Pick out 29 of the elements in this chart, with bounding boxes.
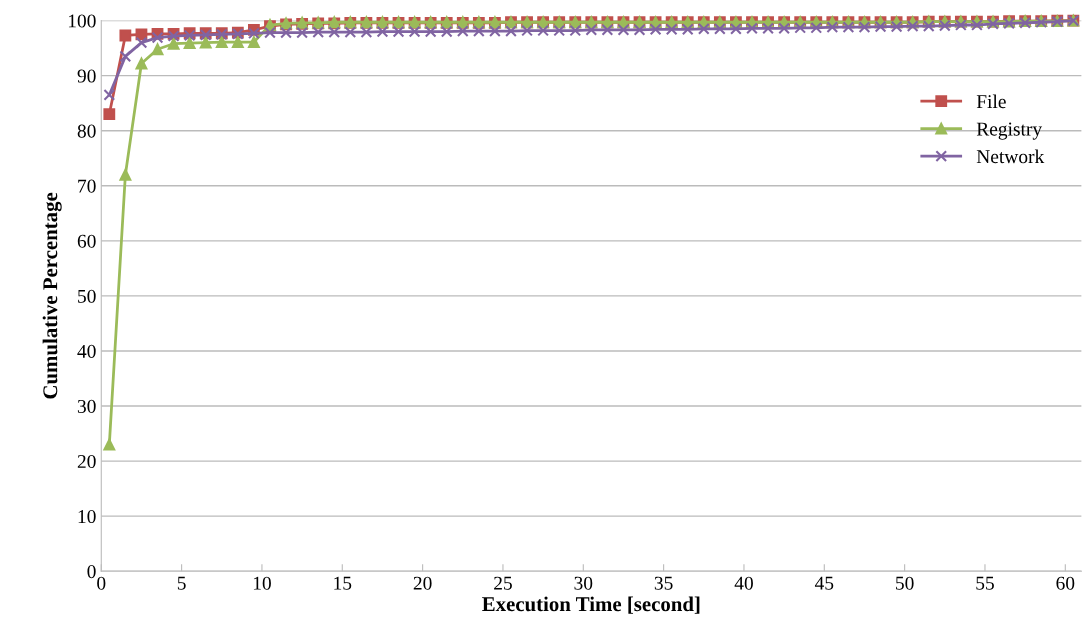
legend-label: File (976, 94, 1006, 109)
x-tick-label: 10 (253, 576, 271, 590)
legend-label: Network (976, 149, 1045, 164)
legend-label: Registry (976, 122, 1043, 140)
y-tick-label: 100 (68, 14, 96, 28)
x-tick-label: 0 (97, 576, 106, 590)
x-tick-label: 5 (177, 576, 186, 590)
x-tick-label: 55 (976, 576, 994, 590)
y-tick-label: 60 (77, 234, 96, 248)
y-tick-label: 20 (77, 454, 96, 469)
y-tick-label: 90 (77, 69, 96, 83)
x-tick-label: 20 (413, 576, 432, 590)
x-tick-label: 50 (896, 576, 914, 590)
y-tick-label: 50 (78, 289, 96, 303)
y-tick-label: 70 (78, 179, 96, 193)
y-tick-label: 0 (87, 565, 96, 579)
y-tick-label: 10 (78, 509, 96, 524)
x-axis-title: Execution Time [second] (482, 596, 700, 614)
x-tick-label: 35 (654, 576, 673, 590)
x-tick-label: 60 (1056, 576, 1075, 590)
y-tick-label: 40 (77, 344, 96, 358)
x-tick-label: 25 (494, 576, 512, 590)
x-tick-label: 15 (334, 576, 352, 590)
x-tick-label: 40 (734, 576, 753, 590)
x-tick-label: 30 (574, 576, 593, 590)
y-axis-title: Cumulative Percentage (42, 192, 62, 399)
x-tick-label: 45 (814, 576, 834, 590)
y-tick-label: 30 (77, 399, 96, 413)
y-tick-label: 80 (77, 124, 96, 138)
